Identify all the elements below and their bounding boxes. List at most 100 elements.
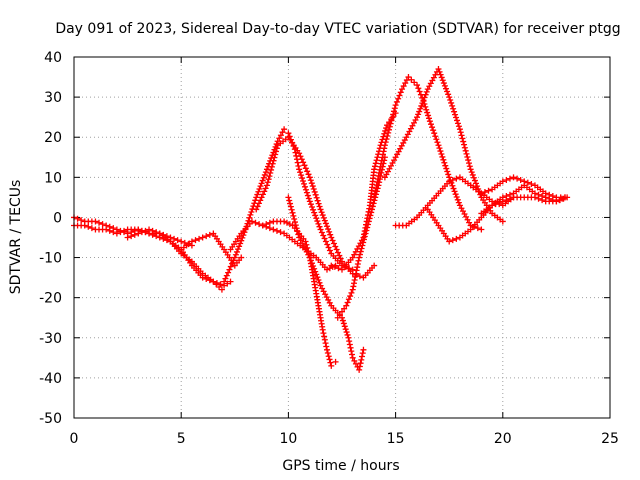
data-point — [153, 229, 160, 236]
data-point — [326, 228, 333, 235]
data-point — [113, 230, 120, 237]
data-point — [425, 112, 432, 119]
y-tick-label: 40 — [44, 50, 62, 66]
data-point — [321, 333, 328, 340]
data-point — [416, 108, 423, 115]
data-point — [273, 148, 280, 155]
data-point — [313, 271, 320, 278]
data-point — [313, 215, 320, 222]
y-tick-label: 0 — [53, 210, 62, 226]
series-arc-G — [253, 134, 378, 281]
data-point — [368, 209, 375, 216]
data-point — [426, 118, 433, 125]
data-point — [268, 166, 275, 173]
data-point — [308, 260, 315, 267]
data-point — [400, 83, 407, 90]
data-point — [290, 212, 297, 219]
data-point — [450, 105, 457, 112]
data-point — [506, 195, 513, 202]
data-point — [312, 212, 319, 219]
data-point — [380, 133, 387, 140]
data-point — [357, 360, 364, 367]
data-point — [503, 177, 510, 184]
data-point — [88, 225, 95, 232]
data-point — [322, 238, 329, 245]
data-point — [373, 157, 380, 164]
data-point — [103, 226, 110, 233]
data-point — [499, 218, 506, 225]
data-point — [199, 234, 206, 241]
data-point — [359, 242, 366, 249]
data-point — [321, 235, 328, 242]
data-point — [297, 169, 304, 176]
data-point — [455, 199, 462, 206]
x-tick-label: 20 — [494, 431, 512, 447]
data-point — [301, 183, 308, 190]
data-point — [496, 199, 503, 206]
data-point — [314, 197, 321, 204]
data-point — [295, 231, 302, 238]
data-point — [304, 192, 311, 199]
data-point — [369, 206, 376, 213]
data-point — [474, 183, 481, 190]
data-point — [423, 88, 430, 95]
data-point — [390, 111, 397, 118]
data-point — [199, 274, 206, 281]
data-point — [393, 98, 400, 105]
data-point — [308, 204, 315, 211]
data-point — [273, 227, 280, 234]
data-point — [307, 257, 314, 264]
data-point — [445, 91, 452, 98]
data-point — [285, 194, 292, 201]
data-point — [256, 221, 263, 228]
data-point — [299, 175, 306, 182]
data-point — [106, 227, 113, 234]
data-point — [427, 121, 434, 128]
data-point — [386, 126, 393, 133]
data-point — [232, 251, 239, 258]
data-point — [291, 215, 298, 222]
data-point — [227, 263, 234, 270]
data-point — [246, 214, 253, 221]
data-point — [528, 181, 535, 188]
data-point — [227, 278, 234, 285]
data-point — [360, 346, 367, 353]
data-point — [260, 174, 267, 181]
x-tick-labels: 0 5 10 15 20 25 — [70, 431, 619, 447]
data-point — [318, 229, 325, 236]
data-point — [402, 80, 409, 87]
data-point — [295, 162, 302, 169]
data-point — [535, 195, 542, 202]
data-point — [422, 91, 429, 98]
data-point — [439, 77, 446, 84]
data-point — [300, 159, 307, 166]
data-point — [271, 154, 278, 161]
data-point — [316, 203, 323, 210]
data-point — [489, 202, 496, 209]
y-tick-label: -10 — [39, 251, 62, 267]
data-point — [281, 126, 288, 133]
data-point — [356, 254, 363, 261]
data-point — [196, 235, 203, 242]
data-point — [257, 183, 264, 190]
data-point — [349, 351, 356, 358]
y-tick-label: -50 — [39, 411, 62, 427]
data-point — [336, 252, 343, 259]
data-point — [503, 197, 510, 204]
data-point — [434, 139, 441, 146]
data-point — [357, 248, 364, 255]
data-point — [320, 214, 327, 221]
data-point — [327, 231, 334, 238]
data-point — [414, 114, 421, 121]
data-point — [326, 247, 333, 254]
data-point — [221, 278, 228, 285]
data-point — [422, 103, 429, 110]
data-point — [81, 222, 88, 229]
series-arc-J — [328, 110, 399, 273]
x-tick-label: 5 — [177, 431, 186, 447]
data-point — [245, 217, 252, 224]
data-point — [138, 229, 145, 236]
data-point — [257, 197, 264, 204]
series-arc-Q — [478, 194, 568, 217]
